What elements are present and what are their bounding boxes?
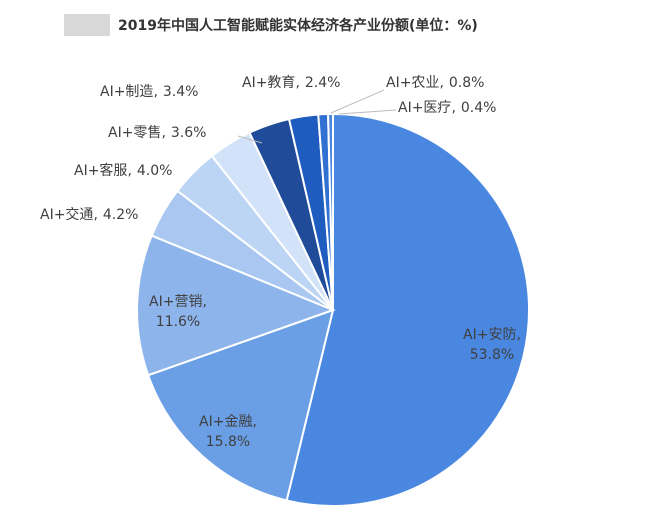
category-label: AI+零售	[108, 125, 161, 141]
label-separator: ,	[439, 75, 443, 91]
category-label: AI+金融	[199, 414, 252, 430]
label-separator: ,	[295, 75, 299, 91]
value-label: 3.4%	[163, 84, 199, 100]
slice-label: AI+客服, 4.0%	[74, 162, 172, 179]
slice-label: AI+零售, 3.6%	[108, 125, 206, 141]
chart-title: 2019年中国人工智能赋能实体经济各产业份额(单位：%)	[118, 17, 478, 34]
leader-line	[237, 135, 263, 144]
category-label: AI+医疗	[398, 100, 451, 116]
label-separator: ,	[252, 414, 256, 430]
value-label: 4.2%	[103, 207, 139, 223]
pie-slice	[327, 112, 334, 311]
pie-slice	[285, 112, 530, 507]
slice-label: AI+安防, 53.8%	[463, 327, 521, 363]
label-separator: ,	[93, 207, 97, 223]
value-label: 2.4%	[305, 75, 341, 91]
value-label: 11.6%	[156, 314, 200, 330]
category-label: AI+客服	[74, 162, 127, 179]
value-label: 0.4%	[461, 100, 497, 116]
label-separator: ,	[202, 294, 206, 310]
pie-slice	[146, 308, 335, 502]
slice-label: AI+医疗, 0.4%	[398, 100, 496, 116]
category-label: AI+教育	[242, 75, 295, 91]
category-label: AI+营销	[149, 294, 202, 310]
value-label: 15.8%	[206, 434, 250, 450]
category-label: AI+安防	[463, 327, 516, 343]
pie-slice	[136, 234, 336, 377]
category-label: AI+交通	[40, 206, 93, 223]
slice-label: AI+农业, 0.8%	[386, 75, 484, 91]
slice-label: AI+金融, 15.8%	[199, 414, 257, 450]
leader-line	[338, 109, 397, 115]
value-label: 53.8%	[470, 347, 514, 363]
slice-label: AI+交通, 4.2%	[40, 206, 138, 223]
category-label: AI+制造	[100, 84, 153, 100]
blurred-logo	[64, 14, 110, 36]
label-separator: ,	[153, 84, 157, 100]
label-separator: ,	[451, 100, 455, 116]
slice-label: AI+制造, 3.4%	[100, 84, 198, 100]
label-separator: ,	[516, 327, 520, 343]
label-separator: ,	[127, 163, 131, 179]
value-label: 4.0%	[137, 163, 173, 179]
value-label: 3.6%	[171, 125, 207, 141]
leader-line	[330, 89, 385, 114]
value-label: 0.8%	[449, 75, 485, 91]
slice-label: AI+营销, 11.6%	[149, 294, 207, 330]
label-separator: ,	[161, 125, 165, 141]
category-label: AI+农业	[386, 75, 439, 91]
slice-label: AI+教育, 2.4%	[242, 75, 340, 91]
